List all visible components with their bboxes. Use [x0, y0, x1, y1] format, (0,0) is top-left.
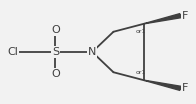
Text: or1: or1	[136, 29, 146, 34]
Text: or1: or1	[136, 70, 146, 75]
Text: F: F	[182, 83, 188, 93]
Text: F: F	[182, 11, 188, 21]
Polygon shape	[144, 80, 183, 90]
Text: O: O	[51, 69, 60, 79]
Text: Cl: Cl	[7, 47, 18, 57]
Text: N: N	[88, 47, 96, 57]
Polygon shape	[144, 14, 183, 24]
Text: S: S	[52, 47, 59, 57]
Text: O: O	[51, 25, 60, 35]
